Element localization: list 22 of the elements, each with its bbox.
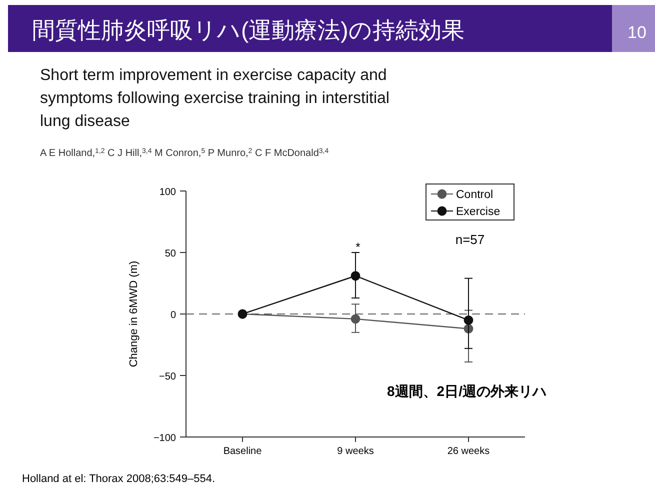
x-tick-label: 26 weeks <box>447 446 490 457</box>
legend-label: Control <box>456 189 494 201</box>
point <box>464 315 474 325</box>
point <box>350 271 360 281</box>
x-tick-label: 9 weeks <box>337 446 374 457</box>
chart-title: 間質性肺炎呼吸リハ(運動療法)の持続効果 <box>32 17 464 43</box>
y-tick-label: −50 <box>159 372 176 382</box>
y-tick-label: 100 <box>159 187 176 198</box>
annotation: 8週間、2日/週の外来リハ <box>387 383 546 399</box>
text: Holland at el: Thorax 2008;63:549–554. <box>22 473 216 485</box>
text: 10 <box>628 23 646 42</box>
y-axis-title: Change in 6MWD (m) <box>128 260 140 368</box>
x-tick-label: Baseline <box>223 446 262 457</box>
y-tick-label: −100 <box>153 433 176 444</box>
y-tick-label: 0 <box>170 310 176 321</box>
legend-label: Exercise <box>456 206 500 218</box>
chart-subtitle: Short term improvement in exercise capacity and symptoms following exercise training in interstitial lung disease <box>40 67 390 130</box>
annotation: * <box>356 240 361 254</box>
point <box>350 314 360 324</box>
annotation: n=57 <box>455 232 485 247</box>
y-tick-label: 50 <box>164 248 176 260</box>
text: A E Holland,$^{1,2}$ C J Hill,$^{3,4}$ M Conron,$^{5}$ P Munro,$^{2}$ C F McDonald$^{3,4}$ <box>40 148 329 159</box>
